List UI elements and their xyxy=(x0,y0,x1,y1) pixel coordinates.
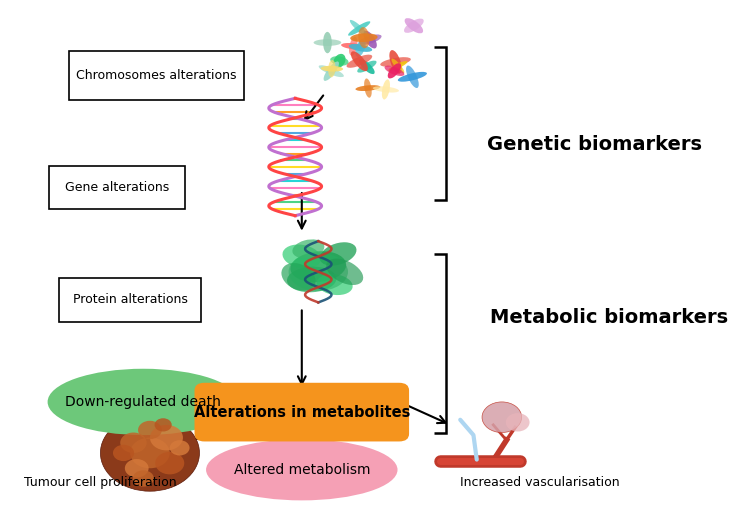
Ellipse shape xyxy=(323,32,332,53)
Ellipse shape xyxy=(406,66,418,88)
Ellipse shape xyxy=(348,21,370,36)
Circle shape xyxy=(120,432,147,453)
Circle shape xyxy=(138,421,162,439)
Ellipse shape xyxy=(350,33,377,42)
Circle shape xyxy=(133,470,154,487)
Ellipse shape xyxy=(364,31,376,48)
Ellipse shape xyxy=(326,259,363,285)
Ellipse shape xyxy=(47,369,239,435)
Ellipse shape xyxy=(320,242,356,266)
FancyBboxPatch shape xyxy=(59,278,201,322)
FancyBboxPatch shape xyxy=(69,51,244,100)
Circle shape xyxy=(506,413,530,431)
Ellipse shape xyxy=(323,62,339,81)
Ellipse shape xyxy=(321,66,343,72)
Ellipse shape xyxy=(292,240,325,259)
Text: Altered metabolism: Altered metabolism xyxy=(233,463,370,477)
Ellipse shape xyxy=(341,43,365,50)
Text: Metabolic biomarkers: Metabolic biomarkers xyxy=(490,308,728,327)
Ellipse shape xyxy=(358,27,370,48)
Ellipse shape xyxy=(333,54,346,68)
Circle shape xyxy=(170,440,190,456)
Ellipse shape xyxy=(373,86,399,92)
Circle shape xyxy=(154,418,172,431)
Ellipse shape xyxy=(206,439,398,500)
Circle shape xyxy=(150,425,183,450)
Circle shape xyxy=(130,438,170,468)
Circle shape xyxy=(155,452,184,475)
Ellipse shape xyxy=(328,60,335,77)
FancyBboxPatch shape xyxy=(194,383,409,442)
Ellipse shape xyxy=(388,61,407,71)
Ellipse shape xyxy=(317,274,352,295)
Ellipse shape xyxy=(330,56,349,66)
Ellipse shape xyxy=(314,39,341,46)
Ellipse shape xyxy=(356,39,366,57)
Ellipse shape xyxy=(290,251,346,282)
Ellipse shape xyxy=(319,65,344,77)
Ellipse shape xyxy=(382,80,390,100)
Circle shape xyxy=(124,459,148,478)
Ellipse shape xyxy=(404,18,423,33)
Circle shape xyxy=(113,445,134,461)
Ellipse shape xyxy=(287,267,337,292)
Ellipse shape xyxy=(346,55,372,68)
Ellipse shape xyxy=(404,18,424,33)
Ellipse shape xyxy=(389,50,402,74)
Ellipse shape xyxy=(350,20,368,37)
Ellipse shape xyxy=(356,85,380,91)
Text: Alterations in metabolites: Alterations in metabolites xyxy=(194,405,410,420)
Ellipse shape xyxy=(398,72,427,82)
Ellipse shape xyxy=(349,44,372,52)
Ellipse shape xyxy=(351,51,368,71)
Text: Gene alterations: Gene alterations xyxy=(64,181,169,194)
Text: Protein alterations: Protein alterations xyxy=(73,293,188,306)
Ellipse shape xyxy=(388,63,401,78)
Ellipse shape xyxy=(283,245,321,268)
Text: Increased vascularisation: Increased vascularisation xyxy=(460,476,620,488)
Ellipse shape xyxy=(349,37,358,56)
Circle shape xyxy=(100,415,200,491)
FancyBboxPatch shape xyxy=(50,166,184,209)
Text: Chromosomes alterations: Chromosomes alterations xyxy=(76,69,237,82)
Ellipse shape xyxy=(380,57,411,67)
Ellipse shape xyxy=(358,34,382,45)
Text: Down-regulated death: Down-regulated death xyxy=(65,395,221,409)
Ellipse shape xyxy=(364,78,372,97)
Ellipse shape xyxy=(385,66,404,76)
Ellipse shape xyxy=(289,253,348,291)
Ellipse shape xyxy=(359,59,375,74)
Ellipse shape xyxy=(281,263,316,291)
Circle shape xyxy=(482,402,522,432)
Text: Genetic biomarkers: Genetic biomarkers xyxy=(487,135,702,154)
Text: Tumour cell proliferation: Tumour cell proliferation xyxy=(25,476,177,488)
Ellipse shape xyxy=(392,58,404,73)
Ellipse shape xyxy=(357,61,376,73)
